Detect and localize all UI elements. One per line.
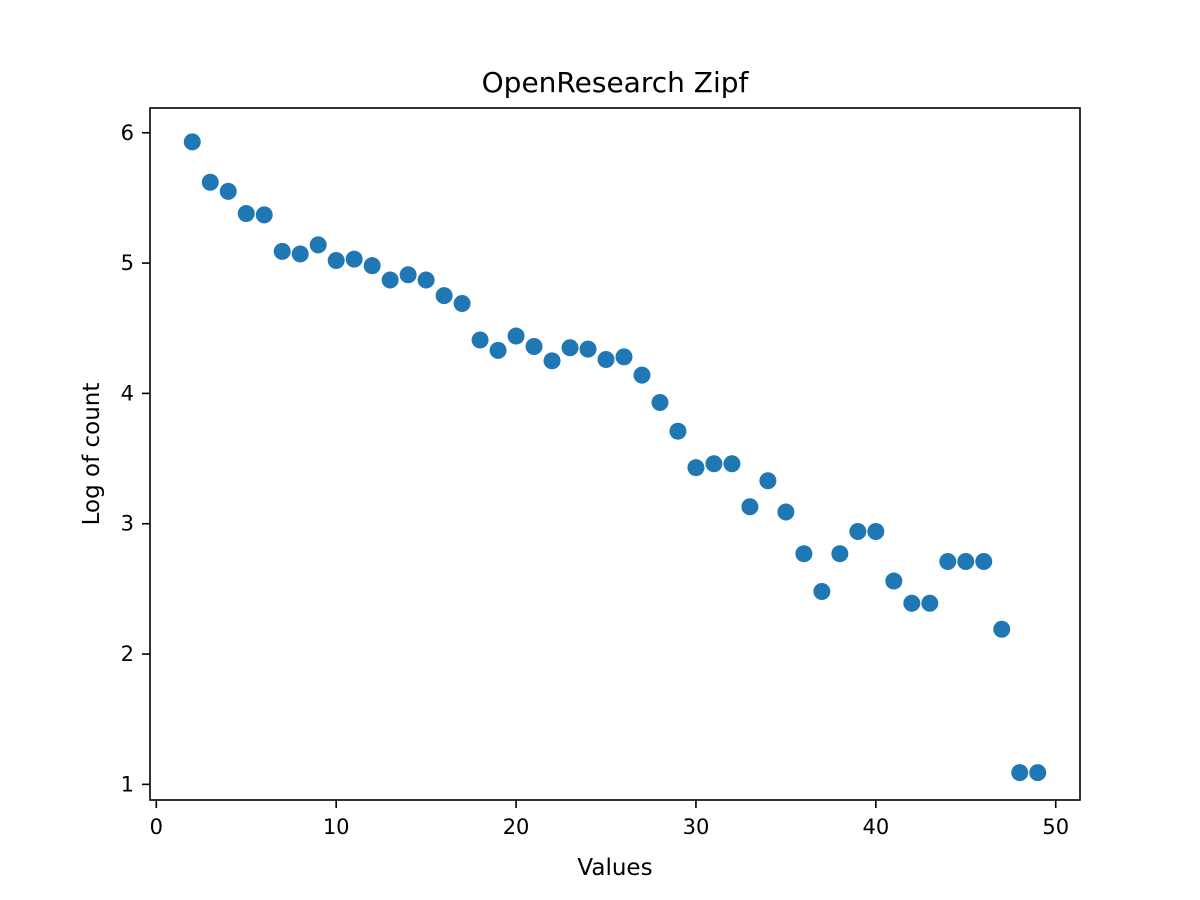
data-point bbox=[543, 352, 561, 370]
y-tick-label: 6 bbox=[121, 121, 134, 145]
plot-area-frame bbox=[149, 107, 1081, 801]
data-point bbox=[723, 455, 741, 473]
data-point bbox=[201, 173, 219, 191]
data-point bbox=[993, 620, 1011, 638]
y-tick-label: 1 bbox=[121, 772, 134, 796]
data-point bbox=[255, 206, 273, 224]
data-point bbox=[291, 245, 309, 263]
data-point bbox=[831, 545, 849, 563]
data-point bbox=[507, 327, 525, 345]
data-point bbox=[399, 266, 417, 284]
data-point bbox=[867, 523, 885, 541]
y-tick-label: 2 bbox=[121, 642, 134, 666]
data-point bbox=[777, 503, 795, 521]
y-tick-label: 5 bbox=[121, 251, 134, 275]
x-tick-label: 40 bbox=[862, 815, 889, 839]
data-point bbox=[1011, 764, 1029, 782]
data-point bbox=[579, 340, 597, 358]
data-point bbox=[957, 553, 975, 571]
data-point bbox=[597, 351, 615, 369]
y-tick-label: 3 bbox=[121, 512, 134, 536]
data-point bbox=[921, 594, 939, 612]
x-tick-label: 20 bbox=[503, 815, 530, 839]
data-point bbox=[615, 348, 633, 366]
x-tick-label: 30 bbox=[683, 815, 710, 839]
data-point bbox=[525, 337, 543, 355]
data-point bbox=[813, 582, 831, 600]
data-point bbox=[903, 594, 921, 612]
data-point bbox=[183, 133, 201, 151]
x-tick-label: 10 bbox=[323, 815, 350, 839]
y-axis: 1 2 3 4 5 6 bbox=[121, 121, 150, 796]
x-axis-label: Values bbox=[577, 855, 652, 881]
data-point bbox=[939, 553, 957, 571]
x-tick-label: 0 bbox=[150, 815, 163, 839]
data-point bbox=[327, 251, 345, 269]
data-point bbox=[759, 472, 777, 490]
data-point bbox=[633, 366, 651, 384]
data-point bbox=[453, 294, 471, 312]
y-tick-label: 4 bbox=[121, 381, 134, 405]
chart-title: OpenResearch Zipf bbox=[482, 66, 750, 99]
data-point bbox=[669, 422, 687, 440]
data-point bbox=[687, 459, 705, 477]
data-point bbox=[345, 250, 363, 268]
data-point bbox=[489, 341, 507, 359]
data-point bbox=[795, 545, 813, 563]
data-point bbox=[417, 271, 435, 289]
data-point bbox=[363, 257, 381, 275]
data-point bbox=[273, 242, 291, 260]
data-point bbox=[237, 205, 255, 223]
data-point bbox=[435, 287, 453, 305]
data-point bbox=[975, 553, 993, 571]
data-point bbox=[651, 394, 669, 412]
data-point bbox=[381, 271, 399, 289]
data-point bbox=[741, 498, 759, 516]
data-point bbox=[309, 236, 327, 254]
y-axis-label: Log of count bbox=[79, 383, 105, 526]
data-point bbox=[849, 523, 867, 541]
x-axis: 0 10 20 30 40 50 bbox=[150, 800, 1069, 839]
data-point bbox=[471, 331, 489, 349]
data-point bbox=[705, 455, 723, 473]
data-point bbox=[1029, 764, 1047, 782]
data-points bbox=[183, 133, 1047, 782]
data-point bbox=[561, 339, 579, 357]
x-tick-label: 50 bbox=[1042, 815, 1069, 839]
data-point bbox=[219, 182, 237, 200]
data-point bbox=[885, 572, 903, 590]
